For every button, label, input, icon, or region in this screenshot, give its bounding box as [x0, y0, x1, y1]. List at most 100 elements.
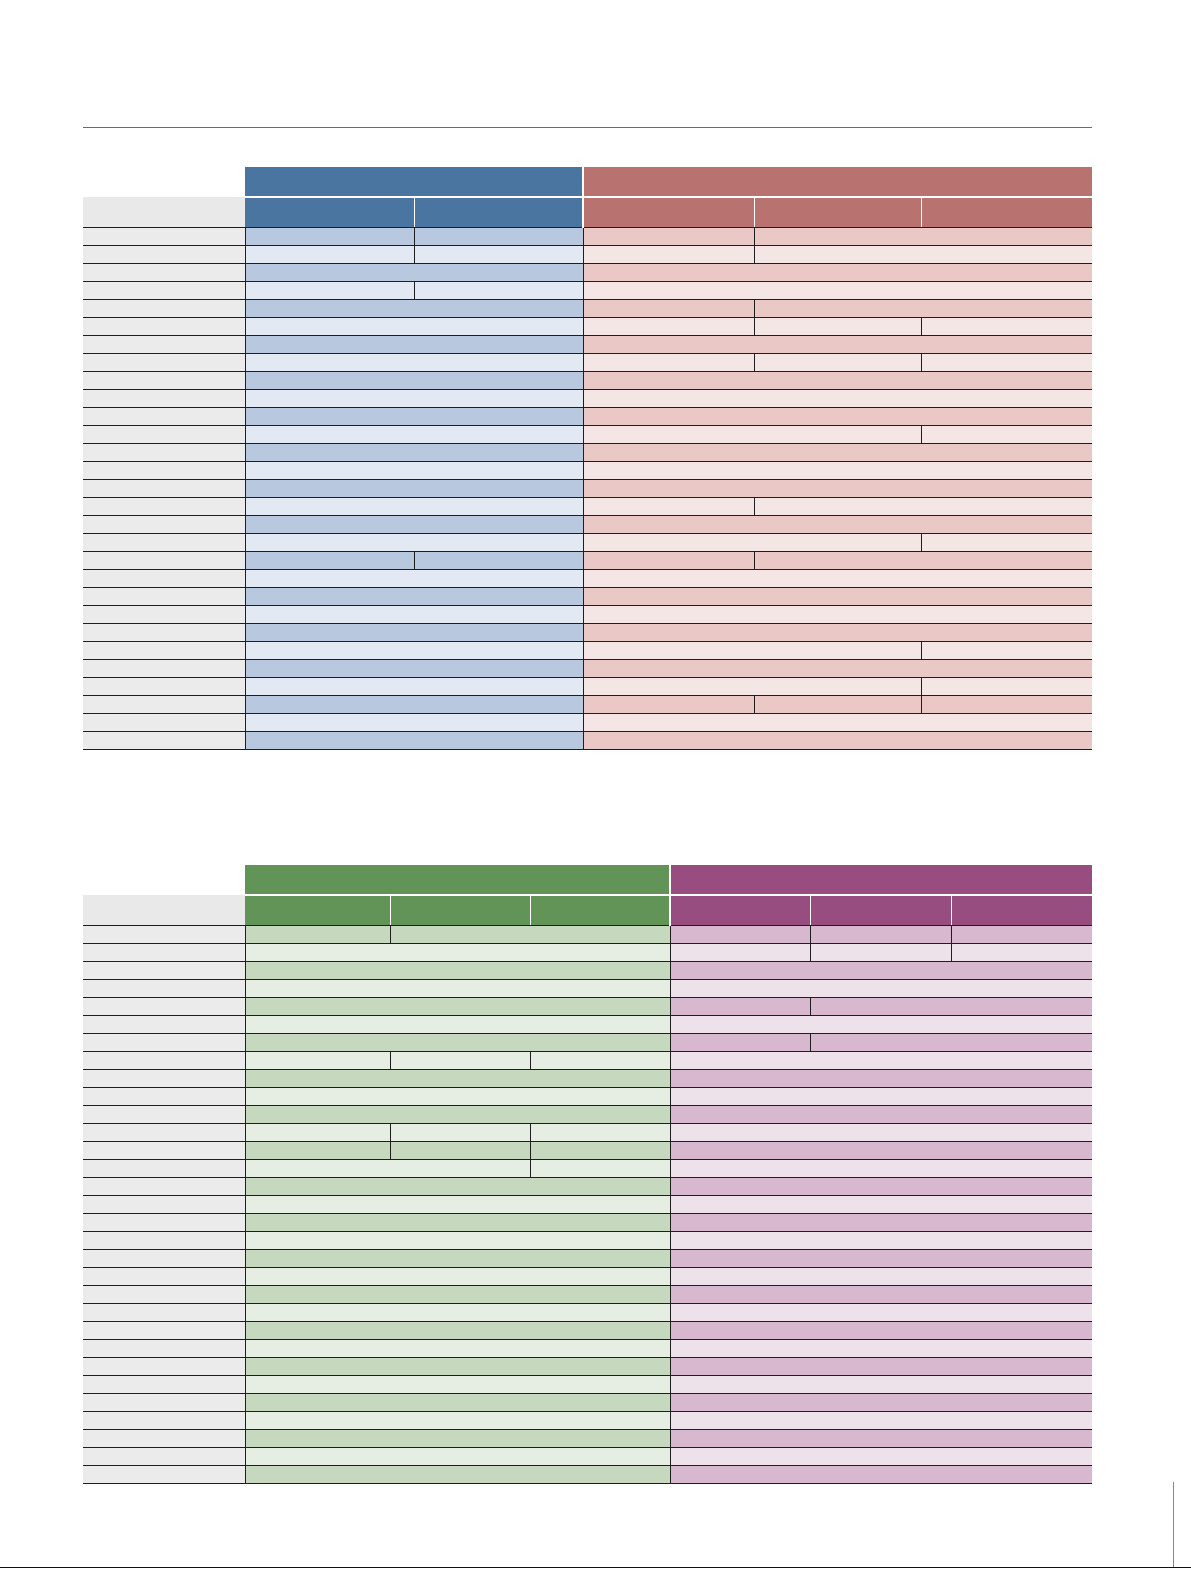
cell-group-b — [920, 533, 1092, 552]
cell-group-a — [529, 1159, 670, 1178]
row-label — [83, 695, 245, 714]
cell-group-b — [582, 461, 1092, 480]
cell-group-b — [582, 353, 754, 372]
cell-group-b — [920, 317, 1092, 336]
table-row — [83, 353, 1092, 372]
row-label — [83, 1105, 245, 1124]
cell-group-b — [582, 731, 1092, 750]
cell-group-a — [244, 713, 583, 732]
cell-group-b — [582, 335, 1092, 354]
table-row — [83, 515, 1092, 534]
table-row — [83, 407, 1092, 426]
table-row — [83, 1447, 1092, 1466]
row-label — [83, 515, 245, 534]
table-row — [83, 961, 1092, 980]
cell-group-b — [582, 389, 1092, 408]
cell-group-b — [582, 569, 1092, 588]
table-row — [83, 695, 1092, 714]
cell-group-b — [669, 1213, 1092, 1232]
table-row — [83, 677, 1092, 696]
cell-group-a — [244, 515, 583, 534]
cell-group-a — [244, 1159, 530, 1178]
sub-header-b-1 — [669, 895, 810, 926]
row-label — [83, 659, 245, 678]
cell-group-b — [669, 1051, 1092, 1070]
row-label — [83, 263, 245, 282]
cell-group-b — [582, 263, 1092, 282]
cell-group-a — [244, 1033, 670, 1052]
cell-group-b — [669, 1303, 1092, 1322]
row-label — [83, 551, 245, 570]
cell-group-a — [244, 1339, 670, 1358]
cell-group-a — [244, 551, 414, 570]
cell-group-b — [669, 1105, 1092, 1124]
table-row — [83, 1213, 1092, 1232]
header-rule — [83, 127, 1092, 128]
row-label — [83, 533, 245, 552]
cell-group-a — [244, 407, 583, 426]
cell-group-a — [413, 245, 583, 264]
cell-group-b — [753, 227, 1092, 246]
row-label — [83, 443, 245, 462]
row-label — [83, 1069, 245, 1088]
cell-group-b — [582, 281, 1092, 300]
cell-group-b — [582, 551, 754, 570]
cell-group-b — [582, 299, 754, 318]
row-label — [83, 1177, 245, 1196]
table-row — [83, 1159, 1092, 1178]
cell-group-b — [669, 1357, 1092, 1376]
row-label — [83, 389, 245, 408]
row-label — [83, 245, 245, 264]
cell-group-b — [669, 1375, 1092, 1394]
cell-group-b — [753, 695, 921, 714]
cell-group-b — [669, 1141, 1092, 1160]
cell-group-b — [669, 1087, 1092, 1106]
table-row — [83, 659, 1092, 678]
cell-group-a — [244, 299, 583, 318]
cell-group-a — [244, 1105, 670, 1124]
table-row — [83, 1357, 1092, 1376]
cell-group-b — [582, 407, 1092, 426]
cell-group-a — [389, 925, 670, 944]
label-column-header — [83, 895, 245, 926]
cell-group-a — [244, 677, 583, 696]
cell-group-a — [244, 1267, 670, 1286]
sub-header-a-1 — [245, 895, 390, 926]
cell-group-b — [582, 317, 754, 336]
table-row — [83, 1393, 1092, 1412]
cell-group-b — [582, 659, 1092, 678]
sub-header-row — [83, 197, 1092, 228]
table-row — [83, 569, 1092, 588]
cell-group-a — [389, 1051, 530, 1070]
table-row — [83, 1465, 1092, 1484]
table-row — [83, 263, 1092, 282]
cell-group-a — [244, 353, 583, 372]
cell-group-b — [669, 1321, 1092, 1340]
table-row — [83, 979, 1092, 998]
label-column-header — [83, 197, 245, 228]
cell-group-b — [669, 1465, 1092, 1484]
sub-header-b-1 — [582, 197, 754, 228]
table-row — [83, 1339, 1092, 1358]
table-row — [83, 1285, 1092, 1304]
cell-group-a — [244, 533, 583, 552]
cell-group-b — [669, 943, 810, 962]
sub-header-b-3 — [920, 197, 1092, 228]
cell-group-a — [413, 281, 583, 300]
cell-group-a — [244, 1465, 670, 1484]
cell-group-b — [669, 997, 810, 1016]
row-label — [83, 281, 245, 300]
row-label — [83, 1285, 245, 1304]
cell-group-a — [244, 479, 583, 498]
row-label — [83, 1321, 245, 1340]
cell-group-a — [244, 1123, 390, 1142]
table-row — [83, 317, 1092, 336]
sub-header-b-3 — [950, 895, 1092, 926]
table-row — [83, 245, 1092, 264]
cell-group-b — [809, 943, 951, 962]
table-row — [83, 1195, 1092, 1214]
row-label — [83, 317, 245, 336]
sub-header-a-1 — [245, 197, 414, 228]
cell-group-b — [582, 479, 1092, 498]
cell-group-b — [582, 425, 921, 444]
